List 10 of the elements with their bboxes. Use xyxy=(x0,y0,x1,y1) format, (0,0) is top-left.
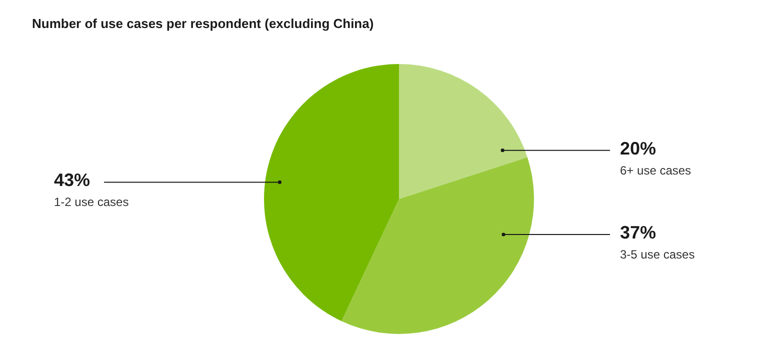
data-label: 43% xyxy=(54,170,90,190)
pie-slice xyxy=(264,64,399,322)
data-label: 37% xyxy=(620,222,656,243)
pie-slice xyxy=(342,157,534,334)
slice-label: 6+ use cases xyxy=(620,163,692,178)
chart-title: Number of use cases per respondent (excluding China) xyxy=(32,16,374,31)
slice-label: 3-5 use cases xyxy=(620,248,695,262)
pie-slice xyxy=(399,64,528,199)
slice-label: 1-2 use cases xyxy=(54,195,129,210)
data-label: 20% xyxy=(620,138,656,158)
